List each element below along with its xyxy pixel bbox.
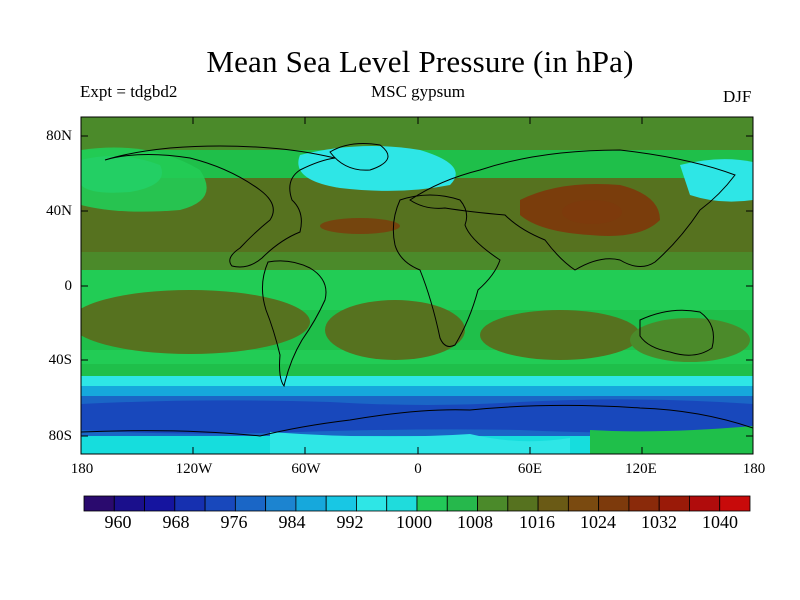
eurasia-outline <box>409 149 736 271</box>
coastlines <box>81 143 753 437</box>
model-label: MSC gypsum <box>371 82 465 101</box>
lon-label-120e: 120E <box>625 461 657 477</box>
colorbar-swatch <box>658 495 690 512</box>
lat-label-40s: 40S <box>48 352 72 368</box>
colorbar-label-976: 976 <box>220 512 248 532</box>
antarctic-cyan-patch <box>270 432 570 454</box>
colorbar-swatch <box>537 495 569 512</box>
colorbar-swatch <box>386 495 418 512</box>
south-indian-high <box>480 310 640 360</box>
colorbar <box>83 495 751 512</box>
axis-ticks <box>81 117 753 454</box>
colorbar-label-1032: 1032 <box>641 512 677 532</box>
arctic-band <box>81 117 753 150</box>
map-title: Mean Sea Level Pressure (in hPa) <box>206 44 634 79</box>
lat-label-40n: 40N <box>46 203 72 219</box>
siberian-high-core <box>562 200 622 224</box>
greenland-outline <box>329 143 389 171</box>
south-america-outline <box>262 260 327 388</box>
colorbar-label-984: 984 <box>278 512 306 532</box>
south-pacific-high <box>81 290 310 354</box>
antarctic-green-patch <box>590 426 753 454</box>
southern-ocean-band <box>81 386 753 396</box>
colorbar-swatch <box>83 495 115 512</box>
colorbar-label-1016: 1016 <box>519 512 555 532</box>
africa-outline <box>392 194 501 347</box>
lat-label-80s: 80S <box>48 428 72 444</box>
colorbar-swatch <box>234 495 267 512</box>
colorbar-label-1000: 1000 <box>396 512 432 532</box>
lat-label-0: 0 <box>64 278 73 294</box>
colorbar-label-968: 968 <box>162 512 190 532</box>
southern-low-core <box>81 399 753 434</box>
lon-label-60w: 60W <box>291 461 321 477</box>
colorbar-label-960: 960 <box>104 512 132 532</box>
colorbar-label-1040: 1040 <box>702 512 738 532</box>
colorbar-swatch <box>598 495 630 512</box>
southern-cyan-band <box>81 376 753 386</box>
lon-label-60e: 60E <box>517 461 543 477</box>
season-label: DJF <box>723 87 752 106</box>
north-pacific-trough <box>81 147 207 212</box>
lon-label-180e: 180 <box>742 461 766 477</box>
colorbar-label-1008: 1008 <box>457 512 493 532</box>
colorbar-swatch <box>416 495 448 512</box>
south-atlantic-high <box>325 300 465 360</box>
colorbar-swatch <box>265 495 297 512</box>
lon-label-120w: 120W <box>175 461 213 477</box>
colorbar-swatch <box>295 495 327 512</box>
azores-high-core <box>320 218 400 234</box>
aleutian-low-east <box>680 159 753 202</box>
colorbar-swatch <box>477 495 509 512</box>
colorbar-swatch <box>446 495 478 512</box>
colorbar-swatch <box>356 495 388 512</box>
colorbar-swatch <box>204 495 236 512</box>
australia-high <box>630 318 750 362</box>
colorbar-swatch <box>325 495 357 512</box>
south-mid-band <box>81 364 753 376</box>
australia-outline <box>639 309 714 356</box>
colorbar-swatch <box>567 495 600 512</box>
experiment-label: Expt = tdgbd2 <box>80 82 178 101</box>
colorbar-swatch <box>719 495 751 512</box>
colorbar-swatch <box>507 495 539 512</box>
north-america-outline <box>104 145 336 268</box>
north-transition <box>81 252 753 270</box>
lon-label-180w: 180 <box>70 461 94 477</box>
colorbar-swatch <box>689 495 721 512</box>
colorbar-swatch <box>144 495 176 512</box>
lat-label-80n: 80N <box>46 128 72 144</box>
colorbar-swatch <box>113 495 145 512</box>
lon-label-0: 0 <box>414 461 422 477</box>
pressure-field <box>81 117 753 454</box>
colorbar-swatch <box>174 495 206 512</box>
colorbar-swatch <box>628 495 660 512</box>
antarctica-outline <box>81 404 753 437</box>
icelandic-low <box>298 146 456 191</box>
colorbar-label-1024: 1024 <box>580 512 616 532</box>
colorbar-label-992: 992 <box>336 512 364 532</box>
